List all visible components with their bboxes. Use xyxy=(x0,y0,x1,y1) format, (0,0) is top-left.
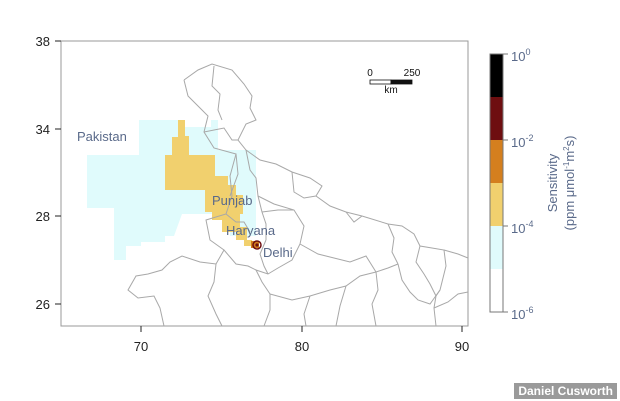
colorbar-frame xyxy=(489,53,504,313)
state-line-17 xyxy=(371,271,379,327)
state-line-3 xyxy=(229,153,239,197)
colorbar-tick-label: 10-6 xyxy=(511,305,533,322)
state-line-18 xyxy=(335,285,347,327)
colorbar-segment-black xyxy=(490,54,503,97)
state-line-20 xyxy=(443,249,469,259)
colorbar-tick-label: 10-2 xyxy=(511,133,533,150)
y-tick-label: 28 xyxy=(36,209,50,224)
y-tick-label: 34 xyxy=(36,122,50,137)
state-line-15 xyxy=(397,263,441,305)
scale-start-label: 0 xyxy=(367,68,373,79)
colorbar-segment-dark-red xyxy=(490,97,503,140)
colorbar-segment-light xyxy=(490,226,503,269)
delhi-marker-center xyxy=(255,243,259,247)
state-line-21 xyxy=(433,291,469,309)
colorbar-tick-label: 10-4 xyxy=(511,219,533,236)
state-line-12 xyxy=(291,171,317,199)
x-tick-label: 70 xyxy=(134,339,148,354)
axis-ticks xyxy=(55,40,463,332)
state-line-7 xyxy=(259,239,269,275)
state-line-5 xyxy=(223,195,305,275)
state-line-11 xyxy=(299,243,377,273)
scale-unit-label: km xyxy=(384,85,397,96)
colorbar-segment-yellow xyxy=(490,183,503,226)
label-pakistan: Pakistan xyxy=(77,129,127,144)
colorbar: 100 10-2 10-4 10-6 Sensitivity (ppm μmol… xyxy=(489,47,577,322)
footprint-orange-cell xyxy=(251,241,259,248)
label-delhi: Delhi xyxy=(263,245,293,260)
scale-end-label: 250 xyxy=(404,68,421,79)
x-tick-label: 90 xyxy=(455,339,469,354)
state-line-9 xyxy=(207,263,223,327)
scale-bar-black-segment xyxy=(390,79,413,85)
colorbar-title-line2: (ppm μmol-1m2s) xyxy=(562,136,577,231)
footprint-yellow-cells xyxy=(165,120,252,246)
y-tick-label: 26 xyxy=(36,297,50,312)
delhi-marker xyxy=(252,240,262,250)
colorbar-ticks xyxy=(503,53,508,313)
state-line-13 xyxy=(345,211,363,223)
x-tick-label: 80 xyxy=(295,339,309,354)
footprint-yellow-region xyxy=(165,120,252,246)
colorbar-tick-label: 100 xyxy=(511,47,530,64)
credit-badge: Daniel Cusworth xyxy=(514,383,617,399)
state-line-6 xyxy=(261,209,294,213)
state-line-19 xyxy=(303,295,311,327)
colorbar-segment-white xyxy=(490,269,503,312)
colorbar-segment-orange xyxy=(490,140,503,183)
scale-bar: 0 250 km xyxy=(367,68,421,96)
label-punjab: Punjab xyxy=(212,193,252,208)
scale-bar-white-segment xyxy=(369,79,392,85)
delhi-hotspot xyxy=(251,240,262,250)
state-line-1 xyxy=(203,127,238,141)
label-haryana: Haryana xyxy=(226,223,276,238)
boundaries xyxy=(127,63,469,327)
y-tick-label: 38 xyxy=(36,34,50,49)
state-line-22 xyxy=(211,65,223,121)
colorbar-title-line1: Sensitivity xyxy=(545,153,560,212)
state-line-16 xyxy=(415,245,437,297)
state-line-4 xyxy=(225,213,251,233)
state-line-14 xyxy=(387,223,399,265)
